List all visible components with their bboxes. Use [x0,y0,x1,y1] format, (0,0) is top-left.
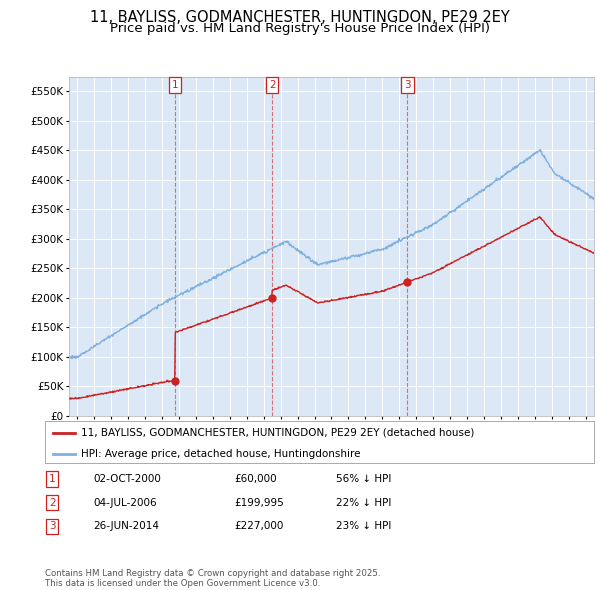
Text: Contains HM Land Registry data © Crown copyright and database right 2025.
This d: Contains HM Land Registry data © Crown c… [45,569,380,588]
Text: 1: 1 [172,80,178,90]
Text: 26-JUN-2014: 26-JUN-2014 [93,522,159,531]
Text: 11, BAYLISS, GODMANCHESTER, HUNTINGDON, PE29 2EY (detached house): 11, BAYLISS, GODMANCHESTER, HUNTINGDON, … [80,428,474,438]
Text: 2: 2 [49,498,56,507]
Text: 04-JUL-2006: 04-JUL-2006 [93,498,157,507]
Text: £227,000: £227,000 [234,522,283,531]
Text: 2: 2 [269,80,275,90]
Text: Price paid vs. HM Land Registry's House Price Index (HPI): Price paid vs. HM Land Registry's House … [110,22,490,35]
Text: HPI: Average price, detached house, Huntingdonshire: HPI: Average price, detached house, Hunt… [80,449,360,459]
Text: 3: 3 [404,80,410,90]
Text: 02-OCT-2000: 02-OCT-2000 [93,474,161,484]
Text: £60,000: £60,000 [234,474,277,484]
Text: 23% ↓ HPI: 23% ↓ HPI [336,522,391,531]
Text: 11, BAYLISS, GODMANCHESTER, HUNTINGDON, PE29 2EY: 11, BAYLISS, GODMANCHESTER, HUNTINGDON, … [90,10,510,25]
Text: 56% ↓ HPI: 56% ↓ HPI [336,474,391,484]
Text: 3: 3 [49,522,56,531]
Text: 22% ↓ HPI: 22% ↓ HPI [336,498,391,507]
Text: £199,995: £199,995 [234,498,284,507]
Text: 1: 1 [49,474,56,484]
